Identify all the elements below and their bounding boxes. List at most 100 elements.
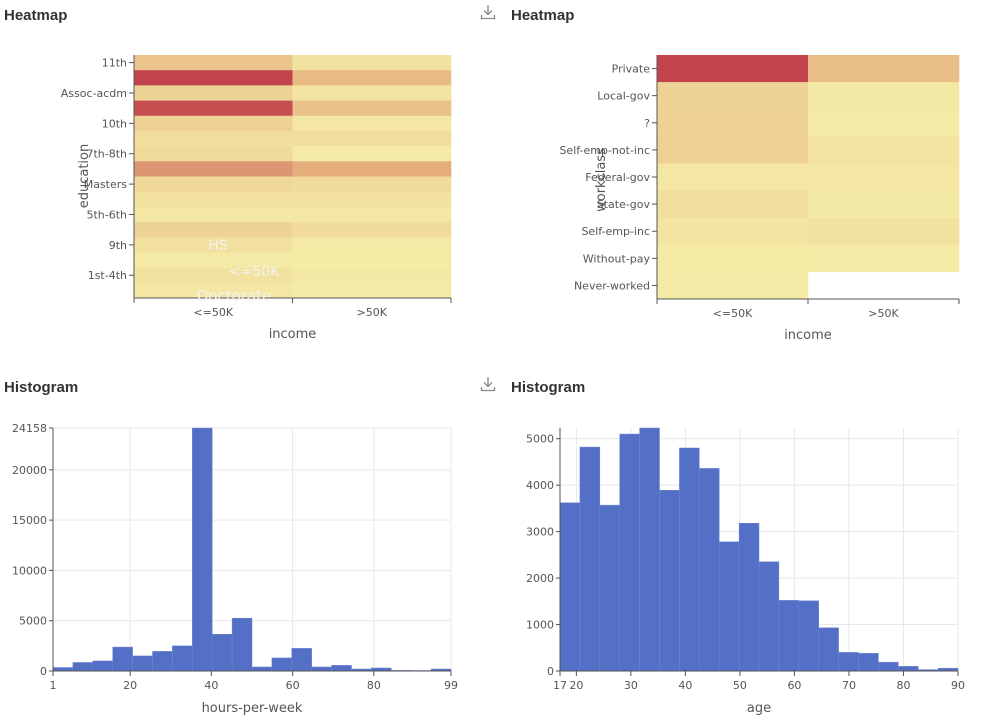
x-tick-label: >50K bbox=[357, 306, 388, 319]
heatmap-cell bbox=[292, 191, 452, 208]
heatmap-cell bbox=[292, 282, 452, 299]
heatmap-cell bbox=[808, 190, 960, 218]
histogram-bar bbox=[838, 652, 859, 672]
heatmap-cell bbox=[657, 109, 809, 137]
x-tick-label: 40 bbox=[678, 679, 692, 692]
heatmap-cell bbox=[134, 130, 293, 147]
x-tick-label: 60 bbox=[787, 679, 801, 692]
x-axis-title: income bbox=[269, 327, 317, 342]
histogram-bar bbox=[311, 666, 332, 672]
y-tick-label: Self-emp-not-inc bbox=[559, 144, 650, 157]
panel-title: Histogram bbox=[511, 379, 586, 396]
x-tick-label: >50K bbox=[868, 307, 899, 320]
y-tick-label: Masters bbox=[84, 178, 128, 191]
y-tick-label: Self-emp-inc bbox=[581, 225, 650, 238]
heatmap-education-panel: Heatmap <=50K >50K income 11th Assoc-acdm 10t… bbox=[0, 0, 480, 355]
heatmap-cell bbox=[292, 222, 452, 238]
heatmap-cell bbox=[134, 100, 293, 117]
y-axis-title: workclass bbox=[594, 148, 609, 212]
x-axis-title: income bbox=[784, 328, 832, 343]
histogram-bar bbox=[758, 561, 780, 672]
x-tick-label: 30 bbox=[624, 679, 638, 692]
heatmap-workclass-chart[interactable]: <=50K >50K income Private Local-gov? Self-emp… bbox=[480, 0, 987, 355]
histogram-bar bbox=[679, 447, 700, 672]
heatmap-cell bbox=[292, 252, 452, 268]
histogram-age-chart[interactable]: 0 1000 2000 3000 4000 5000 17 20 30 40 50 60 70 80 90 a… bbox=[480, 372, 987, 720]
y-tick-label: State-gov bbox=[597, 198, 651, 211]
x-axis-title: hours-per-week bbox=[202, 701, 303, 716]
histogram-bar bbox=[152, 651, 173, 672]
y-tick-label: Private bbox=[612, 63, 651, 76]
y-axis-title: education bbox=[77, 144, 92, 209]
heatmap-cell bbox=[134, 115, 293, 132]
heatmap-cell bbox=[134, 70, 293, 86]
x-tick-label: <=50K bbox=[193, 306, 233, 319]
panel-title: Histogram bbox=[4, 379, 79, 396]
histogram-bar bbox=[778, 600, 800, 672]
heatmap-education-chart[interactable]: <=50K >50K income 11th Assoc-acdm 10th 7th-8th… bbox=[0, 0, 480, 355]
heatmap-workclass-panel: Heatmap <=50K >50K income Private Local-gov?… bbox=[480, 0, 987, 355]
heatmap-cell bbox=[292, 267, 452, 284]
histogram-bar bbox=[172, 645, 193, 672]
heatmap-cell bbox=[292, 206, 452, 223]
download-icon[interactable] bbox=[480, 4, 496, 20]
histogram-bar bbox=[192, 427, 213, 672]
heatmap-cell bbox=[292, 146, 452, 162]
histogram-bar bbox=[659, 490, 680, 672]
histogram-bar bbox=[559, 502, 581, 672]
heatmap-cell bbox=[657, 271, 809, 300]
heatmap-cell bbox=[292, 130, 452, 147]
x-tick-label: 20 bbox=[569, 679, 583, 692]
histogram-hours-panel: Histogram 0 5000 10000 15000 20000 24158 1 20 40… bbox=[0, 372, 480, 720]
histogram-bar bbox=[331, 665, 352, 672]
x-tick-label: 80 bbox=[896, 679, 910, 692]
heatmap-cell bbox=[134, 55, 293, 71]
y-tick-label: 9th bbox=[109, 239, 127, 252]
y-tick-label: 10000 bbox=[12, 564, 47, 577]
y-tick-label: 10th bbox=[102, 117, 127, 130]
x-tick-label: 90 bbox=[951, 679, 965, 692]
histogram-bar bbox=[878, 661, 899, 672]
heatmap-cell bbox=[808, 109, 960, 137]
heatmap-cell bbox=[808, 244, 960, 273]
histogram-bar bbox=[271, 657, 293, 672]
heatmap-cell bbox=[657, 55, 809, 83]
y-tick-label: 2000 bbox=[526, 572, 554, 585]
heatmap-cell bbox=[292, 176, 452, 192]
histogram-bar bbox=[858, 653, 879, 672]
histogram-bar bbox=[619, 433, 640, 672]
histogram-bar bbox=[112, 646, 133, 672]
download-icon[interactable] bbox=[480, 376, 496, 392]
heatmap-cell bbox=[134, 222, 293, 238]
heatmap-cell bbox=[134, 176, 293, 192]
faint-overlay-label: Doctorate bbox=[197, 287, 272, 305]
heatmap-cell bbox=[134, 237, 293, 253]
faint-overlay-label: <=50K bbox=[229, 264, 280, 280]
y-tick-label: 7th-8th bbox=[86, 148, 127, 161]
histogram-bar bbox=[818, 627, 839, 672]
heatmap-cell bbox=[292, 115, 452, 132]
heatmap-cell bbox=[134, 282, 293, 299]
histogram-bar bbox=[738, 522, 760, 672]
histogram-bar bbox=[898, 666, 919, 672]
histogram-hours-chart[interactable]: 0 5000 10000 15000 20000 24158 1 20 40 60 80 99 hour… bbox=[0, 372, 480, 720]
y-tick-label: ? bbox=[644, 117, 650, 130]
heatmap-cell bbox=[134, 267, 293, 284]
x-tick-label: 60 bbox=[286, 679, 300, 692]
histogram-bar bbox=[639, 427, 660, 672]
histogram-bar bbox=[599, 504, 620, 672]
y-tick-label: 5000 bbox=[19, 615, 47, 628]
faint-overlay-label: HS bbox=[208, 238, 228, 254]
heatmap-cell bbox=[808, 55, 960, 83]
heatmap-cell bbox=[657, 163, 809, 191]
heatmap-cell bbox=[808, 136, 960, 164]
histogram-bar bbox=[92, 660, 113, 672]
heatmap-cell bbox=[134, 206, 293, 223]
x-tick-label: 20 bbox=[123, 679, 137, 692]
histogram-bar bbox=[798, 600, 819, 672]
y-tick-label: 0 bbox=[547, 665, 554, 678]
x-tick-label: 80 bbox=[367, 679, 381, 692]
heatmap-cell bbox=[657, 244, 809, 273]
histogram-bar bbox=[211, 634, 233, 672]
heatmap-cell bbox=[292, 70, 452, 86]
